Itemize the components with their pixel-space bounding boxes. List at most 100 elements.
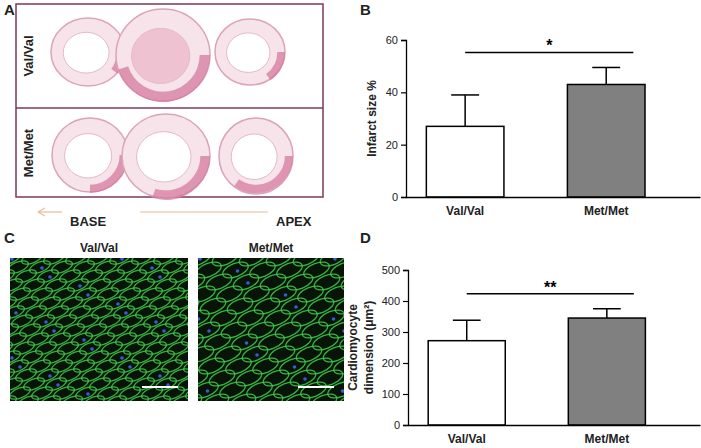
cell-membrane: [245, 379, 275, 401]
cell-membrane: [174, 348, 188, 365]
cell-membrane: [82, 393, 106, 401]
cell-membrane: [242, 283, 272, 305]
y-axis-title: Infarct size %: [365, 80, 379, 157]
cell-membrane: [84, 321, 108, 338]
y-tick-label: 200: [382, 357, 400, 369]
cell-membrane: [122, 339, 146, 356]
panel-a-frame: [16, 4, 323, 197]
cell-membrane: [120, 312, 144, 329]
cell-membrane: [26, 330, 50, 347]
cell-membrane: [148, 294, 172, 311]
cell-membrane: [28, 258, 52, 275]
heart-section: [51, 18, 125, 86]
y-axis: 0100200300400500: [382, 264, 409, 431]
y-tick: 400: [382, 295, 408, 307]
error-bar: [451, 95, 479, 126]
nucleus: [154, 320, 158, 324]
cell-membrane: [311, 331, 341, 353]
cell-membrane: [132, 375, 156, 392]
nucleus: [90, 347, 94, 351]
cell-membrane: [152, 348, 176, 365]
cell-membrane: [198, 295, 228, 317]
nucleus: [333, 258, 337, 261]
y-tick-label: 40: [386, 86, 398, 98]
heart-section: [122, 114, 210, 200]
cell-membrane: [128, 321, 152, 338]
significance-label: **: [544, 279, 557, 296]
cell-membrane: [198, 355, 199, 377]
nucleus: [10, 258, 14, 261]
tissue: [215, 19, 285, 85]
error-cap: [593, 308, 621, 310]
cell-membrane: [142, 312, 166, 329]
x-axis-line: [409, 425, 701, 426]
cell-membrane: [203, 331, 233, 353]
column-label: Met/Met: [249, 241, 294, 255]
nucleus: [128, 365, 132, 369]
cell-membrane: [34, 339, 58, 356]
nucleus: [82, 338, 86, 342]
cell-membrane: [333, 295, 344, 317]
cell-membrane: [290, 307, 320, 329]
cell-membrane: [10, 312, 12, 329]
cell-membrane: [198, 331, 205, 353]
cell-membrane: [94, 258, 118, 275]
cell-membrane: [299, 379, 329, 401]
cell-membrane: [126, 294, 150, 311]
nucleus: [56, 383, 60, 387]
cell-membrane: [315, 367, 344, 389]
cell-membrane: [52, 285, 76, 302]
cell-membrane: [198, 271, 207, 293]
cell-membrane: [278, 355, 308, 377]
cell-membrane: [14, 366, 38, 383]
direction-line: [140, 211, 268, 212]
cell-membrane: [60, 393, 84, 401]
y-tick: 40: [386, 86, 406, 98]
cell-membrane: [88, 375, 112, 392]
nucleus: [162, 329, 166, 333]
nucleus: [48, 275, 52, 279]
panel-c: Val/ValMet/Met: [0, 223, 439, 425]
cell-membrane: [90, 303, 114, 320]
cell-membrane: [80, 366, 104, 383]
x-tick: Val/Val: [446, 197, 484, 218]
cell-membrane: [10, 267, 16, 284]
nucleus: [198, 258, 202, 261]
cell-membrane: [198, 355, 226, 377]
cell-membrane: [154, 276, 178, 293]
cell-membrane: [132, 276, 156, 293]
cell-membrane: [14, 267, 38, 284]
row-label: Val/Val: [21, 35, 36, 76]
cell-membrane: [18, 321, 42, 338]
cell-membrane: [24, 303, 48, 320]
cell-membrane: [96, 384, 120, 401]
cell-membrane: [54, 312, 78, 329]
direction-arrowhead: [38, 208, 45, 216]
nucleus: [207, 329, 211, 333]
cell-membrane: [48, 330, 72, 347]
cell-membrane: [231, 271, 261, 293]
y-tick: 300: [382, 326, 408, 338]
y-axis-title: dimension (μm²): [362, 301, 376, 394]
cell-membrane: [72, 357, 96, 374]
error-stem: [466, 320, 468, 340]
error-cap: [451, 94, 479, 96]
cell-membrane: [224, 355, 254, 377]
cell-membrane: [182, 357, 188, 374]
y-tick: 100: [382, 388, 408, 400]
nucleus: [124, 311, 128, 315]
error-stem: [464, 95, 466, 126]
base-label: BASE: [70, 214, 106, 229]
x-axis-line: [407, 197, 701, 198]
nucleus: [40, 266, 44, 270]
cell-membrane: [215, 283, 245, 305]
cell-membrane: [221, 259, 251, 281]
cell-membrane: [104, 393, 128, 401]
cell-membrane: [38, 294, 62, 311]
cell-membrane: [263, 307, 293, 329]
panel-label: A: [4, 1, 15, 18]
cell-membrane: [106, 321, 130, 338]
cell-membrane: [116, 258, 140, 275]
cell-membrane: [66, 375, 90, 392]
cell-membrane: [300, 319, 330, 341]
